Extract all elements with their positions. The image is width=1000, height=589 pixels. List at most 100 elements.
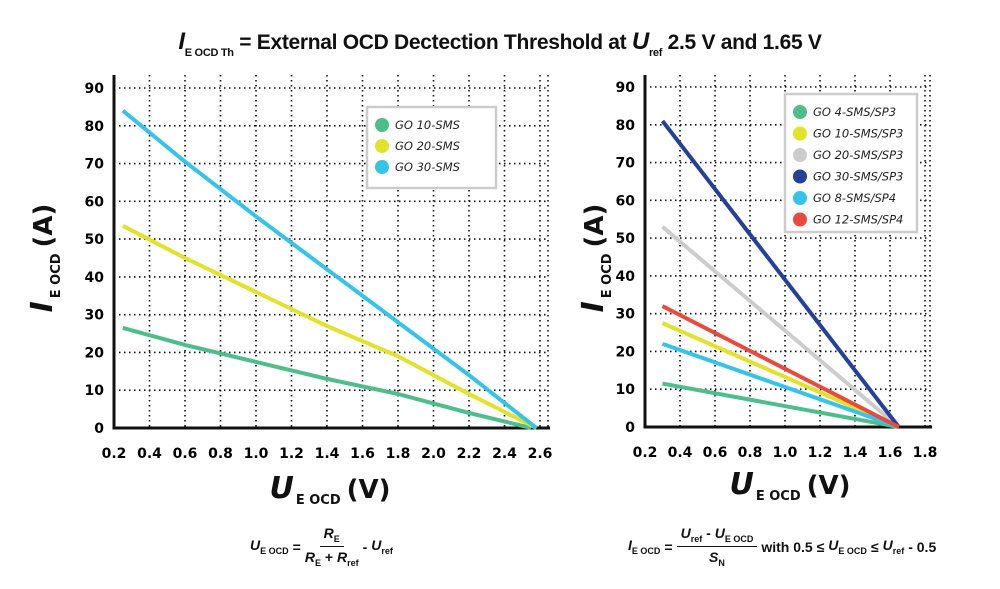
formula-part: 2.5 V and 1.65 V bbox=[662, 31, 822, 54]
legend-marker bbox=[793, 191, 807, 205]
series-line-go-4-sms-sp3 bbox=[662, 381, 900, 429]
x-tick-label: 2.4 bbox=[492, 446, 517, 462]
chart-title: IE OCD Th = External OCD Dectection Thre… bbox=[0, 28, 1000, 59]
y-axis-label: I E OCD (A) bbox=[25, 204, 64, 313]
y-axis-label: I E OCD (A) bbox=[576, 204, 615, 313]
formula-part: + bbox=[324, 549, 334, 565]
formula-part: - bbox=[362, 538, 368, 555]
series-line-go-20-sms bbox=[121, 224, 538, 430]
x-tick-label: 0.4 bbox=[137, 446, 162, 462]
x-tick-label: 1.4 bbox=[315, 446, 340, 462]
y-tick-label: 40 bbox=[85, 270, 105, 286]
legend-marker bbox=[793, 126, 807, 141]
y-tick-label: 50 bbox=[85, 232, 105, 248]
x-axis-label-sub: E OCD bbox=[756, 489, 801, 504]
x-tick-label: 1.0 bbox=[244, 446, 269, 462]
y-tick-label: 10 bbox=[616, 382, 636, 398]
x-tick-label: 1.2 bbox=[808, 445, 833, 461]
formula-part: ref bbox=[892, 546, 905, 556]
x-tick-label: 2.6 bbox=[528, 446, 553, 462]
y-tick-label: 80 bbox=[85, 119, 105, 135]
x-tick-label: 1.6 bbox=[350, 446, 375, 462]
formula-left: UE OCD = RE RE + Rref - Uref bbox=[250, 525, 393, 568]
y-tick-label: 20 bbox=[85, 345, 105, 361]
y-tick-label: 80 bbox=[616, 118, 636, 134]
formula-part: ≤ bbox=[870, 538, 879, 555]
formula-part: - bbox=[706, 525, 711, 541]
formula-part: E OCD Th bbox=[184, 47, 234, 59]
x-tick-label: 0.8 bbox=[738, 445, 763, 461]
y-tick-label: 40 bbox=[616, 269, 636, 285]
y-tick-label: 60 bbox=[616, 193, 636, 209]
legend-marker bbox=[793, 169, 807, 184]
legend-marker bbox=[375, 160, 389, 174]
y-axis-label-symbol: I bbox=[25, 301, 60, 312]
legend-label: GO 10-SMS bbox=[395, 118, 460, 132]
legend-marker bbox=[793, 212, 807, 227]
x-tick-label: 1.4 bbox=[843, 445, 868, 461]
y-tick-label: 30 bbox=[85, 308, 105, 324]
x-tick-label: 1.6 bbox=[878, 445, 903, 461]
x-axis-label-symbol: U bbox=[729, 467, 753, 502]
formula-part: - 0.5 bbox=[908, 538, 937, 555]
legend-label: GO 20-SMS bbox=[395, 139, 460, 153]
formula-part: E OCD bbox=[838, 546, 867, 556]
formula-part: E OCD bbox=[260, 546, 289, 556]
x-axis-label-sub: E OCD bbox=[296, 493, 341, 508]
series-line-go-30-sms bbox=[121, 109, 538, 430]
formula-part: ref bbox=[690, 534, 703, 544]
x-tick-label: 1.8 bbox=[386, 446, 411, 462]
series-line-go-8-sms-sp4 bbox=[661, 342, 900, 429]
y-tick-label: 90 bbox=[616, 80, 636, 96]
formula-part: E OCD bbox=[724, 534, 754, 544]
formula-part: ref bbox=[381, 546, 393, 556]
formula-part: U bbox=[371, 537, 382, 553]
y-tick-label: 10 bbox=[85, 383, 105, 399]
x-tick-label: 2.0 bbox=[421, 446, 446, 462]
legend-marker bbox=[375, 118, 389, 132]
x-tick-label: 0.4 bbox=[668, 445, 693, 461]
x-tick-label: 1.2 bbox=[279, 446, 304, 462]
legend-label: GO 8-SMS/SP4 bbox=[813, 191, 896, 205]
x-tick-label: 0.6 bbox=[703, 445, 728, 461]
formula-part: ref bbox=[648, 47, 663, 59]
y-tick-label: 30 bbox=[616, 307, 636, 323]
legend-label: GO 10-SMS/SP3 bbox=[813, 127, 903, 141]
y-tick-label: 60 bbox=[85, 194, 105, 210]
x-axis-label-unit: (V) bbox=[347, 475, 391, 505]
formula-part: with 0.5 ≤ bbox=[761, 538, 825, 555]
formula-part: U bbox=[882, 537, 893, 553]
x-tick-label: 1.8 bbox=[913, 445, 938, 461]
formula-part: E bbox=[333, 534, 340, 544]
legend-label: GO 30-SMS bbox=[395, 160, 460, 174]
formula-part: R bbox=[323, 525, 334, 541]
series-line-go-20-sms-sp3 bbox=[661, 225, 901, 429]
legend-label: GO 30-SMS/SP3 bbox=[813, 170, 903, 184]
y-axis-label-sub: E OCD bbox=[49, 253, 64, 298]
y-axis-label-unit: (A) bbox=[580, 204, 610, 248]
legend-label: GO 12-SMS/SP4 bbox=[813, 213, 903, 227]
formula-part: S bbox=[709, 549, 719, 565]
formula-part: = External OCD Dectection Threshold at bbox=[233, 31, 632, 54]
series-line-go-30-sms-sp3 bbox=[660, 119, 901, 429]
x-tick-label: 1.0 bbox=[773, 445, 798, 461]
x-axis-label-symbol: U bbox=[269, 471, 293, 506]
formula-part: I bbox=[628, 537, 632, 553]
legend-box bbox=[783, 92, 919, 234]
formula-part: U bbox=[828, 537, 839, 553]
formula-part: U bbox=[680, 525, 691, 541]
y-tick-label: 50 bbox=[616, 231, 636, 247]
y-axis-label-sub: E OCD bbox=[600, 253, 615, 298]
legend-marker bbox=[793, 148, 807, 162]
formula-part: = bbox=[292, 538, 301, 555]
x-axis-label-unit: (V) bbox=[807, 471, 851, 501]
series-line-go-12-sms-sp4 bbox=[661, 304, 900, 429]
formula-part: U bbox=[714, 525, 725, 541]
formula-part: R bbox=[304, 549, 315, 565]
x-tick-label: 0.2 bbox=[633, 445, 658, 461]
formula-part: E OCD bbox=[631, 546, 661, 556]
legend-marker bbox=[375, 139, 389, 153]
legend-label: GO 20-SMS/SP3 bbox=[813, 148, 903, 162]
y-tick-label: 20 bbox=[616, 344, 636, 360]
